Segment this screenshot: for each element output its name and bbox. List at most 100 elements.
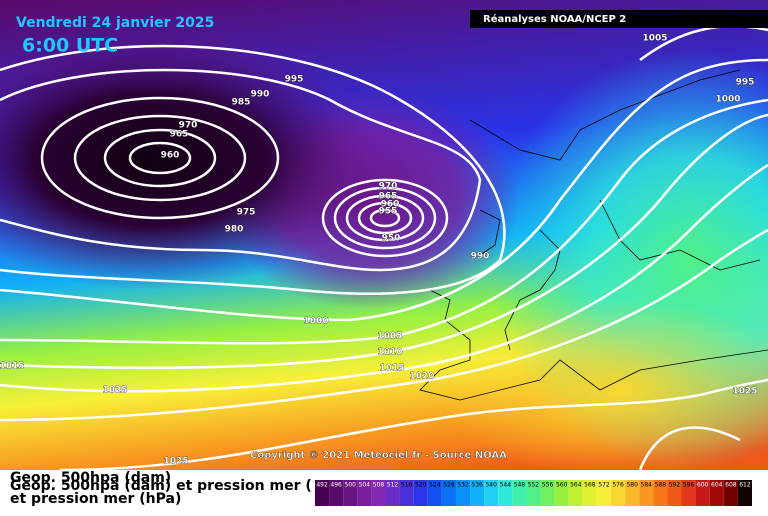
scale-label: 504 (359, 482, 371, 489)
scale-label: 544 (500, 482, 512, 489)
isobar (321, 178, 449, 258)
scale-cell (723, 480, 738, 506)
scale-cell (441, 480, 456, 506)
scale-cell (385, 480, 400, 506)
legend-caption: Geop. 500hpa (dam) et pression mer (hPa) (10, 478, 347, 494)
scale-cell (484, 480, 499, 506)
scale-label: 588 (655, 482, 667, 489)
scale-label: 540 (485, 482, 497, 489)
scale-cell (582, 480, 597, 506)
scale-label: 492 (316, 482, 328, 489)
scale-label: 600 (697, 482, 709, 489)
scale-cell (357, 480, 372, 506)
scale-label: 580 (626, 482, 638, 489)
scale-cell (568, 480, 583, 506)
scale-cell (681, 480, 696, 506)
isobar (73, 114, 247, 202)
scale-label: 556 (542, 482, 554, 489)
scale-cell (470, 480, 485, 506)
isobar (333, 186, 437, 250)
scale-cell (625, 480, 640, 506)
scale-cell (540, 480, 555, 506)
scale-cell (526, 480, 541, 506)
isobar-label: 985 (232, 98, 251, 108)
isobar-label: 955 (379, 207, 398, 217)
legend-caption: Geop. 500hpa (dam) (10, 470, 171, 486)
isobar-label: 950 (382, 234, 401, 244)
isobar-label: 995 (736, 78, 755, 88)
scale-label: 528 (443, 482, 455, 489)
isobar-label: 970 (179, 121, 198, 131)
color-scale: 492 496 500 504 508 512 516 520 524 528 532 536 540 5… (315, 480, 752, 506)
scale-cell (667, 480, 682, 506)
isobar (40, 96, 280, 220)
scale-cell (695, 480, 710, 506)
scale-cell (737, 480, 752, 506)
scale-label: 496 (330, 482, 342, 489)
isobar-label: 1015 (379, 364, 404, 374)
isobar-label: 980 (225, 225, 244, 235)
isobar (369, 208, 401, 228)
scale-cell (427, 480, 442, 506)
scale-label: 512 (387, 482, 399, 489)
isobar-label: 1025 (102, 386, 127, 396)
isobar-label: 1005 (377, 332, 402, 342)
isobar-label: 990 (251, 90, 270, 100)
scale-cell (653, 480, 668, 506)
isobar-label: 1015 (0, 362, 25, 372)
isobars (0, 25, 768, 472)
scale-label: 536 (471, 482, 483, 489)
isobar-label: 1020 (409, 372, 434, 382)
copyright: Copyright © 2021 Meteociel.fr - Source N… (250, 450, 507, 461)
isobar-label: 1000 (303, 317, 328, 327)
scale-label: 552 (528, 482, 540, 489)
scale-label: 608 (725, 482, 737, 489)
scale-cell (329, 480, 344, 506)
scale-label: 564 (570, 482, 582, 489)
scale-label: 596 (683, 482, 695, 489)
scale-cell (455, 480, 471, 506)
isobar-label: 1025 (732, 387, 757, 397)
date-label: Vendredi 24 janvier 2025 (16, 15, 214, 31)
scale-label: 612 (739, 482, 751, 489)
scale-label: 576 (612, 482, 624, 489)
scale-label: 584 (641, 482, 653, 489)
legend-overlay-clip: Geop. 500hpa (dam) et pression mer (hPa) (10, 478, 347, 494)
time-label: 6:00 UTC (22, 35, 118, 57)
isobar (128, 141, 192, 175)
scale-label: 592 (669, 482, 681, 489)
isobar-label: 965 (379, 192, 398, 202)
scale-cell (315, 480, 330, 506)
isobar (357, 201, 413, 235)
scale-cell (639, 480, 654, 506)
scale-cell (611, 480, 626, 506)
scale-label: 516 (401, 482, 413, 489)
scale-cell (343, 480, 358, 506)
scale-cell (413, 480, 428, 506)
scale-cell (512, 480, 527, 506)
isobar-label: 960 (381, 200, 400, 210)
isobar-label: 1025 (163, 457, 188, 467)
isobar-label: 995 (285, 75, 304, 85)
scale-label: 548 (514, 482, 526, 489)
isobar-label: 1000 (715, 95, 740, 105)
scale-label: 532 (457, 482, 469, 489)
scale-label: 500 (345, 482, 357, 489)
scale-cell (709, 480, 724, 506)
scale-cell (554, 480, 569, 506)
scale-label: 520 (415, 482, 427, 489)
isobar-label: 965 (170, 130, 189, 140)
scale-cell (498, 480, 513, 506)
scale-label: 560 (556, 482, 568, 489)
scale-label: 524 (429, 482, 441, 489)
scale-label: 568 (584, 482, 596, 489)
isobar (345, 194, 425, 242)
scale-label: 572 (598, 482, 610, 489)
scale-cell (596, 480, 612, 506)
source-label: Réanalyses NOAA/NCEP 2 (483, 13, 626, 25)
scale-cell (371, 480, 386, 506)
legend-caption: et pression mer (hPa) (10, 491, 181, 507)
